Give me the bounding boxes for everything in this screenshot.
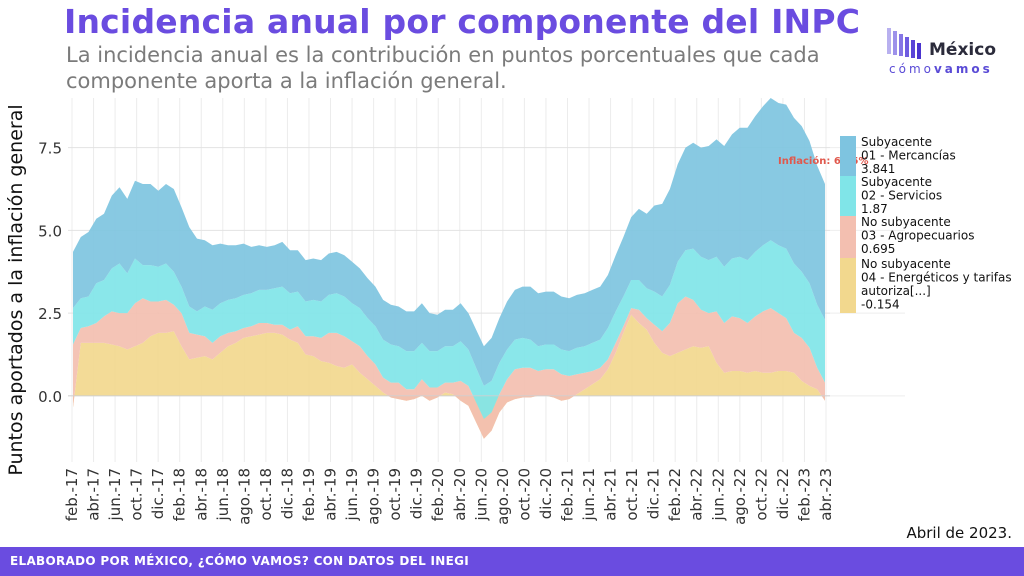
logo-word-comovamos: cómovamos: [889, 62, 993, 76]
x-tick-label: dic.-17: [149, 468, 167, 519]
legend-label-4: Subyacente: [861, 135, 932, 149]
x-tick-label: ago.-20: [494, 468, 512, 525]
x-tick-label: abr.-21: [602, 468, 620, 521]
legend-label-2: 03 - Agropecuarios: [861, 229, 974, 243]
x-tick-label: ago.-19: [365, 468, 383, 525]
x-tick-label: oct.-18: [257, 468, 275, 521]
x-tick-label: abr.-18: [192, 468, 210, 521]
x-tick-label: jun.-17: [106, 468, 124, 521]
y-tick-label: 0.0: [38, 388, 62, 406]
x-tick-label: jun.-21: [580, 468, 598, 521]
legend-swatch-2: [840, 216, 856, 258]
x-tick-label: feb.-18: [171, 468, 189, 521]
x-tick-label: abr.-20: [451, 468, 469, 521]
x-tick-label: dic.-18: [278, 468, 296, 519]
x-tick-label: jun.-18: [214, 468, 232, 521]
x-tick-label: dic.-19: [408, 468, 426, 519]
y-tick-label: 5.0: [38, 222, 62, 240]
legend-label-2: No subyacente: [861, 215, 951, 229]
x-tick-label: abr.-22: [688, 468, 706, 521]
y-tick-label: 2.5: [38, 305, 62, 323]
chart-subtitle: La incidencia anual es la contribución e…: [66, 43, 820, 93]
x-tick-label: feb.-21: [559, 468, 577, 521]
x-tick-label: oct.-21: [623, 468, 641, 521]
x-tick-label: oct.-22: [752, 468, 770, 521]
legend-label-4: 3.841: [861, 162, 895, 176]
x-tick-label: jun.-22: [709, 468, 727, 521]
legend-label-3: Subyacente: [861, 175, 932, 189]
x-tick-label: oct.-20: [515, 468, 533, 521]
y-tick-label: 7.5: [38, 140, 62, 158]
legend-swatch-4: [840, 136, 856, 176]
x-tick-label: ago.-22: [731, 468, 749, 525]
logo-word-vamos: vamos: [933, 62, 993, 76]
footer-credit: ELABORADO POR MÉXICO, ¿CÓMO VAMOS? CON D…: [10, 554, 470, 568]
x-tick-label: dic.-20: [537, 468, 555, 519]
x-tick-label: feb.-20: [429, 468, 447, 521]
date-note: Abril de 2023.: [906, 524, 1012, 542]
legend-label-1: autoriza[...]: [861, 284, 931, 298]
legend-swatch-1: [840, 258, 856, 313]
area-series-3: [73, 240, 825, 419]
x-tick-label: feb.-22: [666, 468, 684, 521]
x-tick-label: oct.-19: [386, 468, 404, 521]
x-tick-label: dic.-22: [774, 468, 792, 519]
area-series-2: [73, 296, 825, 439]
mexico-como-vamos-logo: México cómovamos: [885, 22, 1005, 82]
x-tick-label: oct.-17: [128, 468, 146, 521]
chart-title: Incidencia anual por componente del INPC: [64, 2, 861, 41]
bars-logo-icon: [887, 28, 921, 59]
x-tick-label: abr.-17: [85, 468, 103, 521]
x-tick-label: ago.-18: [235, 468, 253, 525]
legend-label-3: 02 - Servicios: [861, 189, 942, 203]
x-tick-label: jun.-20: [472, 468, 490, 521]
legend-swatch-3: [840, 176, 856, 216]
logo-word-como: cómo: [889, 62, 934, 76]
stacked-area-chart: 0.0 2.5 5.0 7.5 feb.-17 abr.-17 jun.-17 oct.-17…: [5, 98, 1012, 525]
x-tick-label: abr.-19: [322, 468, 340, 521]
legend-label-3: 1.87: [861, 202, 888, 216]
x-tick-label: abr.-23: [817, 468, 835, 521]
area-series-4: [73, 98, 825, 386]
x-tick-label: feb.-17: [63, 468, 81, 521]
area-series-1: [73, 314, 825, 439]
x-tick-label: jun.-19: [343, 468, 361, 521]
legend-label-4: 01 - Mercancías: [861, 149, 956, 163]
legend-label-1: No subyacente: [861, 257, 951, 271]
legend-label-1: 04 - Energéticos y tarifas: [861, 271, 1012, 285]
x-tick-label: dic.-21: [645, 468, 663, 519]
legend-label-1: -0.154: [861, 298, 900, 312]
y-axis-label: Puntos aportados a la inflación general: [5, 104, 27, 475]
x-tick-label: feb.-23: [796, 468, 814, 521]
x-tick-label: feb.-19: [300, 468, 318, 521]
logo-word-mexico: México: [929, 40, 996, 60]
footer-bar: ELABORADO POR MÉXICO, ¿CÓMO VAMOS? CON D…: [0, 547, 1024, 576]
legend-label-2: 0.695: [861, 242, 895, 256]
